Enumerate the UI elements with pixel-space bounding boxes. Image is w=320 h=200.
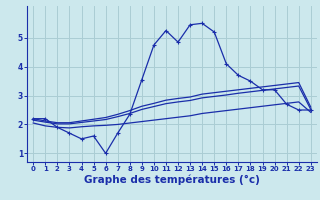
X-axis label: Graphe des températures (°c): Graphe des températures (°c) bbox=[84, 175, 260, 185]
